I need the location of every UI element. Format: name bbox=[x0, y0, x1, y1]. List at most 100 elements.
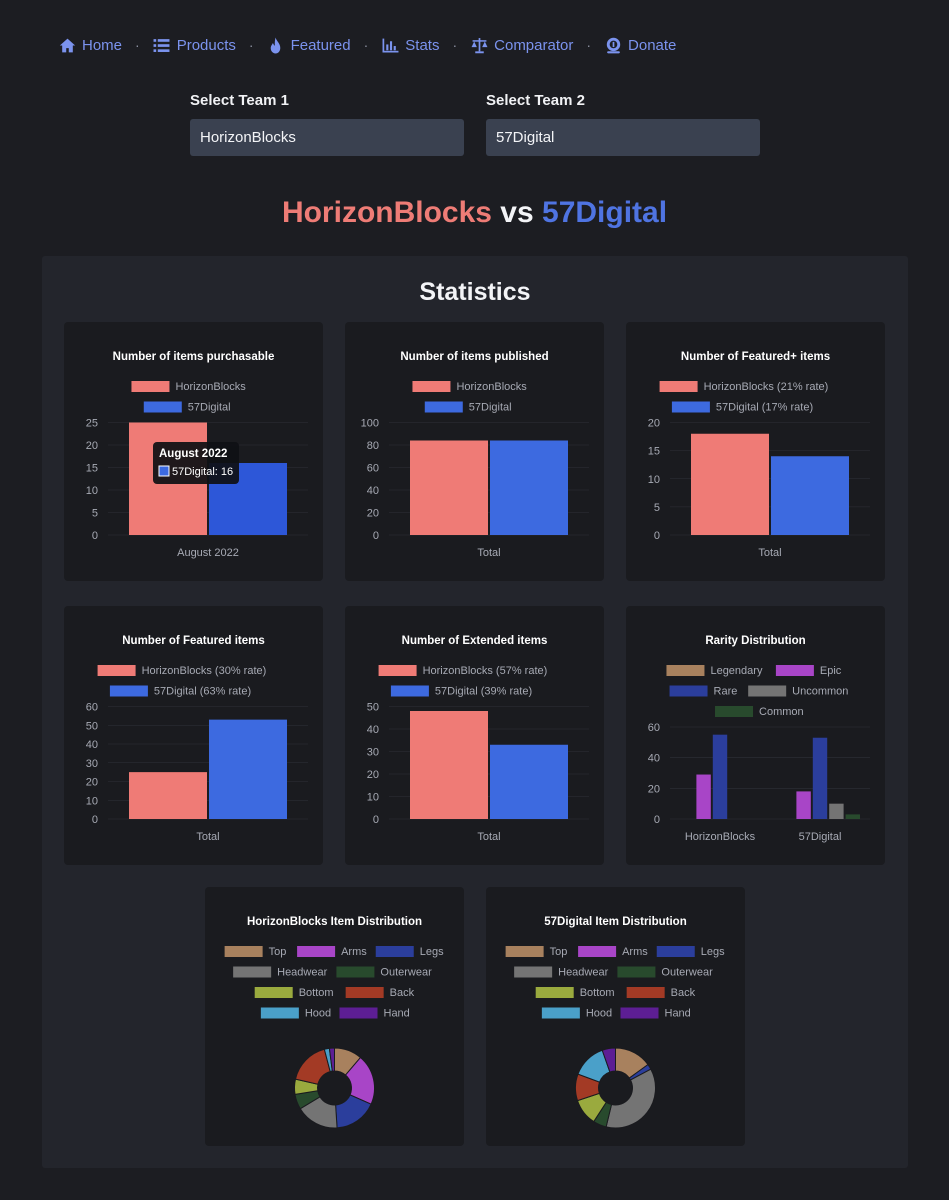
legend-swatch-legs bbox=[656, 946, 695, 957]
bar-common-57digital bbox=[845, 814, 860, 819]
chart-card-purchasable: Number of items purchasable HorizonBlocks… bbox=[64, 322, 323, 581]
legend-swatch-horizonblocks bbox=[131, 381, 170, 392]
nav-stats[interactable]: Stats bbox=[381, 36, 439, 54]
chart-purchasable[interactable]: Number of items purchasable HorizonBlocks… bbox=[64, 322, 323, 581]
legend-swatch-bottom bbox=[254, 987, 293, 998]
chart-published[interactable]: Number of items published HorizonBlocks 57… bbox=[345, 322, 604, 581]
y-tick-label: 30 bbox=[367, 747, 379, 759]
legend-label-back: Back bbox=[390, 987, 415, 999]
nav-featured[interactable]: Featured bbox=[267, 36, 351, 54]
legend-swatch-legendary bbox=[666, 665, 705, 676]
bar-uncommon-57digital bbox=[829, 803, 844, 819]
legend-label-57digital-63-rate: 57Digital (63% rate) bbox=[154, 686, 251, 698]
y-tick-label: 40 bbox=[648, 753, 660, 765]
y-tick-label: 0 bbox=[654, 814, 660, 826]
legend-swatch-hand bbox=[339, 1007, 378, 1019]
team2-input[interactable] bbox=[486, 119, 760, 156]
bar-57digital-total bbox=[490, 440, 568, 535]
legend-label-headwear: Headwear bbox=[558, 967, 608, 979]
legend-label-top: Top bbox=[550, 946, 568, 958]
legend-swatch-uncommon bbox=[748, 685, 787, 697]
y-tick-label: 20 bbox=[367, 508, 379, 520]
nav-separator: · bbox=[248, 37, 254, 53]
nav-separator: · bbox=[452, 37, 458, 53]
legend-swatch-horizonblocks-30-rate bbox=[97, 665, 136, 676]
x-tick-label: HorizonBlocks bbox=[685, 831, 756, 843]
legend-label-57digital: 57Digital bbox=[469, 402, 512, 414]
chart-title: Number of Extended items bbox=[402, 635, 548, 647]
nav-home[interactable]: Home bbox=[58, 36, 122, 54]
x-tick-label: 57Digital bbox=[799, 831, 842, 843]
y-tick-label: 20 bbox=[648, 418, 660, 430]
legend-label-horizonblocks-30-rate: HorizonBlocks (30% rate) bbox=[142, 665, 267, 677]
nav-donate[interactable]: Donate bbox=[604, 36, 676, 54]
legend-label-57digital-39-rate: 57Digital (39% rate) bbox=[435, 686, 532, 698]
legend-label-uncommon: Uncommon bbox=[792, 686, 848, 698]
team1-input[interactable] bbox=[190, 119, 464, 156]
chart-featured-plus[interactable]: Number of Featured+ items HorizonBlocks (… bbox=[626, 322, 885, 581]
y-tick-label: 40 bbox=[367, 724, 379, 736]
chart-card-extended: Number of Extended items HorizonBlocks (5… bbox=[345, 606, 604, 865]
legend-swatch-57digital-17-rate bbox=[671, 401, 710, 413]
y-tick-label: 20 bbox=[86, 440, 98, 452]
legend-label-hood: Hood bbox=[586, 1008, 612, 1020]
statistics-title: Statistics bbox=[419, 278, 531, 306]
nav-products-label: Products bbox=[176, 36, 236, 54]
chart-featured[interactable]: Number of Featured items HorizonBlocks (3… bbox=[64, 606, 323, 865]
y-tick-label: 0 bbox=[92, 814, 98, 826]
legend-swatch-hand bbox=[620, 1007, 659, 1019]
pie-slice-back bbox=[294, 1048, 331, 1085]
legend-label-57digital-17-rate: 57Digital (17% rate) bbox=[716, 402, 813, 414]
nav-featured-label: Featured bbox=[290, 36, 351, 54]
nav-separator: · bbox=[586, 37, 592, 53]
chart-card-featured: Number of Featured items HorizonBlocks (3… bbox=[64, 606, 323, 865]
nav-comparator-label: Comparator bbox=[494, 36, 574, 54]
legend-swatch-horizonblocks-21-rate bbox=[659, 381, 698, 392]
legend-label-outerwear: Outerwear bbox=[380, 967, 432, 979]
x-tick-label: August 2022 bbox=[177, 547, 239, 559]
y-tick-label: 5 bbox=[92, 508, 98, 520]
chart-card-featured-plus: Number of Featured+ items HorizonBlocks (… bbox=[626, 322, 885, 581]
fire-icon bbox=[267, 36, 285, 54]
y-tick-label: 20 bbox=[86, 777, 98, 789]
legend-label-hood: Hood bbox=[305, 1008, 331, 1020]
y-tick-label: 40 bbox=[86, 739, 98, 751]
chart-extended[interactable]: Number of Extended items HorizonBlocks (5… bbox=[345, 606, 604, 865]
legend-label-back: Back bbox=[671, 987, 696, 999]
chart-team2-items[interactable]: 57Digital Item Distribution Top Arms Legs He… bbox=[486, 887, 745, 1146]
legend-swatch-outerwear bbox=[336, 966, 375, 978]
legend-label-horizonblocks: HorizonBlocks bbox=[175, 381, 246, 393]
comparison-headline: HorizonBlocks vs 57Digital bbox=[0, 196, 949, 230]
chart-team1-items[interactable]: HorizonBlocks Item Distribution Top Arms Le… bbox=[205, 887, 464, 1146]
nav-comparator[interactable]: Comparator bbox=[470, 36, 573, 54]
y-tick-label: 20 bbox=[367, 769, 379, 781]
bar-horizonblocks-21-rate-total bbox=[691, 433, 769, 535]
nav-products[interactable]: Products bbox=[153, 36, 236, 54]
chart-title: Number of items purchasable bbox=[113, 351, 275, 363]
bar-rare-57digital bbox=[812, 737, 828, 819]
chart-card-published: Number of items published HorizonBlocks 57… bbox=[345, 322, 604, 581]
legend-swatch-back bbox=[626, 987, 665, 998]
legend-label-legs: Legs bbox=[701, 946, 725, 958]
bar-epic-57digital bbox=[796, 791, 811, 819]
y-tick-label: 15 bbox=[86, 463, 98, 475]
legend-swatch-57digital-63-rate bbox=[109, 685, 148, 697]
legend-swatch-back bbox=[345, 987, 384, 998]
y-tick-label: 0 bbox=[373, 530, 379, 542]
nav-separator: · bbox=[363, 37, 369, 53]
legend-label-horizonblocks-57-rate: HorizonBlocks (57% rate) bbox=[423, 665, 548, 677]
y-tick-label: 15 bbox=[648, 446, 660, 458]
chart-title: Number of items published bbox=[400, 351, 548, 363]
chart-rarity[interactable]: Rarity Distribution Legendary Epic Rare Unco… bbox=[626, 606, 885, 865]
scale-icon bbox=[470, 36, 488, 54]
bar-rare-horizonblocks bbox=[712, 734, 728, 819]
legend-label-rare: Rare bbox=[714, 686, 738, 698]
list-icon bbox=[153, 36, 171, 54]
chart-title: Number of Featured+ items bbox=[681, 351, 830, 363]
chart-title: Number of Featured items bbox=[122, 635, 265, 647]
legend-swatch-hood bbox=[541, 1007, 580, 1019]
team2-label: Select Team 2 bbox=[486, 92, 585, 109]
y-tick-label: 10 bbox=[86, 795, 98, 807]
legend-swatch-outerwear bbox=[617, 966, 656, 978]
y-tick-label: 30 bbox=[86, 758, 98, 770]
